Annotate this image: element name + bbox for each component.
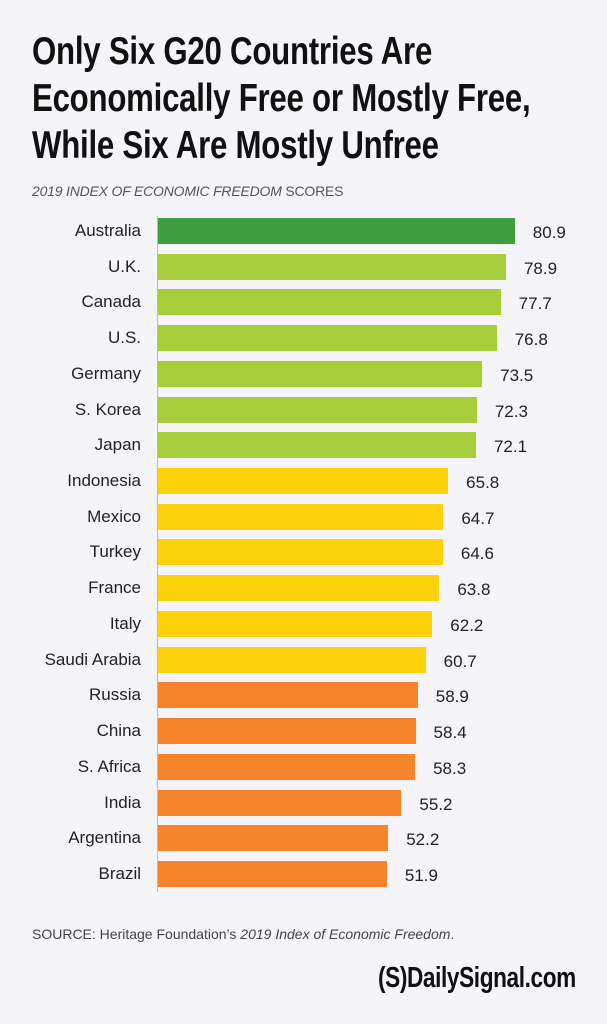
value-label: 60.7	[443, 651, 477, 671]
bar	[158, 218, 515, 244]
value-label: 76.8	[514, 330, 548, 350]
value-label: 72.1	[493, 437, 528, 457]
bar	[158, 682, 418, 709]
category-label: Indonesia	[67, 471, 141, 491]
category-label: China	[96, 721, 141, 741]
category-label: Turkey	[89, 542, 141, 562]
source-note: SOURCE: Heritage Foundation’s 2019 Index…	[32, 926, 454, 942]
title-line: Economically Free or Mostly Free,	[32, 77, 531, 120]
category-label: S. Africa	[77, 756, 141, 776]
value-label: 64.7	[461, 508, 495, 528]
value-label: 78.9	[523, 258, 558, 278]
source-suffix: .	[450, 926, 455, 942]
subtitle-italic: 2019 INDEX OF ECONOMIC FREEDOM	[32, 183, 282, 199]
bar	[158, 575, 440, 602]
category-label: Japan	[94, 435, 141, 455]
chart-title: Only Six G20 Countries Are Economically …	[32, 28, 531, 169]
value-label: 80.9	[532, 223, 566, 242]
category-label: Australia	[74, 221, 141, 240]
category-label: Mexico	[87, 506, 141, 526]
value-label: 52.2	[406, 830, 440, 850]
bar	[158, 789, 402, 816]
bar	[158, 289, 501, 316]
category-label: France	[88, 578, 141, 598]
daily-signal-logo: (S)DailySignal.com	[378, 962, 576, 994]
bar	[158, 360, 483, 387]
bar	[158, 325, 497, 352]
value-label: 51.9	[404, 865, 438, 885]
bar	[158, 825, 389, 852]
bar	[158, 503, 444, 530]
value-label: 55.2	[419, 794, 453, 814]
bar	[158, 253, 506, 280]
value-label: 77.7	[518, 294, 552, 314]
bar	[158, 753, 416, 780]
value-label: 62.2	[450, 615, 484, 635]
bar	[158, 468, 449, 495]
category-label: U.S.	[107, 328, 141, 348]
bar	[158, 396, 477, 423]
bar	[158, 432, 476, 459]
category-label: India	[104, 792, 141, 812]
bar	[158, 718, 416, 745]
value-label: 63.8	[457, 580, 491, 600]
category-label: Saudi Arabia	[44, 649, 141, 669]
category-label: Argentina	[68, 828, 141, 848]
value-label: 65.8	[466, 473, 500, 493]
value-label: 64.6	[460, 544, 494, 564]
source-italic: 2019 Index of Economic Freedom	[240, 926, 451, 942]
value-label: 58.9	[435, 687, 469, 707]
title-line: Only Six G20 Countries Are	[32, 30, 433, 73]
bar	[158, 646, 426, 673]
subtitle-rest: SCORES	[281, 183, 344, 199]
bar	[158, 860, 387, 887]
bar	[158, 610, 433, 637]
value-label: 72.3	[494, 401, 528, 421]
category-label: Italy	[109, 613, 141, 633]
category-label: Germany	[71, 363, 141, 383]
y-axis-line	[157, 216, 158, 892]
value-label: 58.4	[433, 723, 467, 743]
chart-subtitle: 2019 INDEX OF ECONOMIC FREEDOM SCORES	[32, 183, 344, 199]
category-label: Canada	[81, 292, 141, 312]
category-label: Russia	[89, 685, 141, 705]
category-label: S. Korea	[74, 399, 141, 419]
category-label: U.K.	[107, 256, 141, 276]
category-label: Brazil	[98, 863, 141, 883]
value-label: 58.3	[433, 758, 467, 778]
title-line: While Six Are Mostly Unfree	[32, 124, 439, 167]
source-prefix: SOURCE: Heritage Foundation’s	[32, 926, 241, 942]
bar	[158, 539, 443, 566]
value-label: 73.5	[500, 365, 534, 385]
